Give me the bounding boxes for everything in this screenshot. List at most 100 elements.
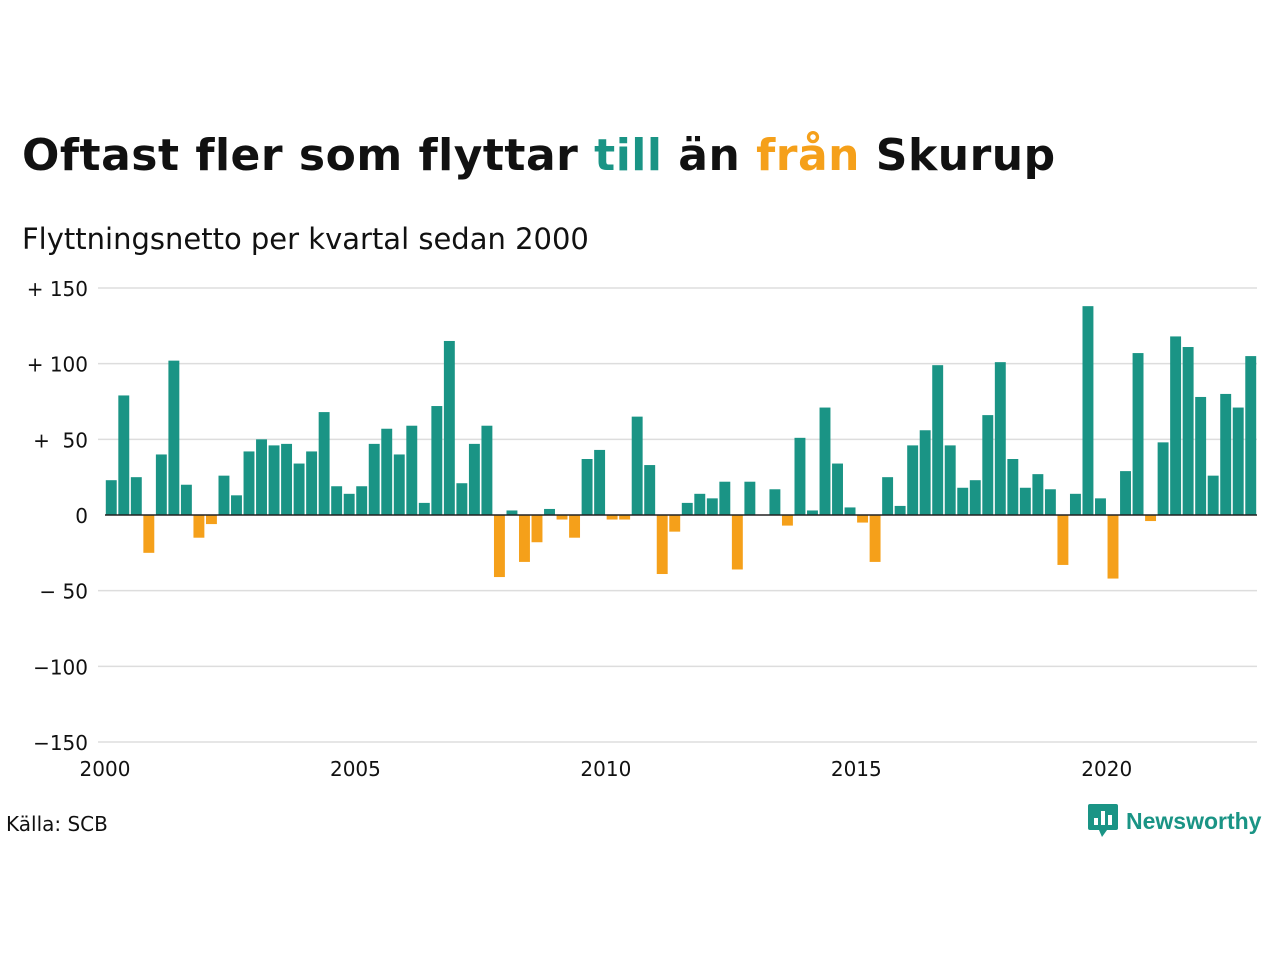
bar <box>180 484 192 515</box>
bar <box>1157 442 1169 515</box>
bar <box>1044 489 1056 515</box>
bar <box>894 505 906 515</box>
bar <box>807 510 818 515</box>
bar <box>569 515 581 538</box>
y-tick-label: 0 <box>75 504 88 528</box>
bar <box>932 365 944 515</box>
bar <box>731 515 743 570</box>
bar <box>719 481 731 515</box>
bar <box>531 515 543 543</box>
bar <box>431 406 443 515</box>
bar <box>544 508 555 515</box>
bar <box>656 515 668 575</box>
title-till: till <box>594 130 663 181</box>
bar <box>205 515 217 525</box>
newsworthy-chart-bubble-icon <box>1088 804 1118 837</box>
x-tick-label: 2015 <box>831 757 882 781</box>
bar <box>919 430 931 515</box>
bar <box>706 498 718 515</box>
y-tick-label: − 50 <box>39 580 88 604</box>
bar <box>481 425 493 515</box>
bar <box>118 395 130 515</box>
bar <box>594 449 606 515</box>
bar <box>1069 493 1081 515</box>
bar <box>982 415 994 515</box>
bar <box>443 340 455 515</box>
source-note: Källa: SCB <box>6 812 108 836</box>
bar <box>193 515 205 538</box>
bar <box>769 489 781 515</box>
bar <box>1182 347 1194 515</box>
bar <box>1019 487 1031 515</box>
bar <box>1170 336 1182 515</box>
bar <box>1007 459 1019 515</box>
bar <box>243 451 255 515</box>
bar <box>130 477 142 515</box>
bar <box>882 477 894 515</box>
bar <box>256 439 267 515</box>
x-tick-label: 2010 <box>580 757 631 781</box>
bar <box>1057 515 1069 565</box>
bar <box>869 515 881 562</box>
bar <box>468 443 480 515</box>
bar <box>1207 475 1219 515</box>
bar <box>556 515 568 520</box>
bar <box>293 463 305 515</box>
bar <box>168 360 180 515</box>
bar <box>631 416 643 515</box>
x-tick-label: 2020 <box>1081 757 1132 781</box>
bar <box>1220 393 1232 515</box>
brand-name: Newsworthy <box>1126 807 1262 834</box>
bar <box>844 507 856 515</box>
bar <box>318 412 330 515</box>
bar <box>1132 353 1144 515</box>
bar <box>606 515 618 520</box>
bar <box>1095 498 1106 515</box>
bar <box>231 495 242 515</box>
y-tick-label: −150 <box>33 731 88 755</box>
y-tick-label: + 100 <box>27 353 88 377</box>
bar <box>907 445 919 515</box>
bar <box>832 463 843 515</box>
chart-title: Oftast fler som flyttar till än från Sku… <box>22 130 1056 181</box>
bar <box>681 502 693 515</box>
newsworthy-logo: Newsworthy <box>1088 804 1261 838</box>
chart-subtitle: Flyttningsnetto per kvartal sedan 2000 <box>22 222 589 256</box>
bar <box>406 425 418 515</box>
bar <box>794 437 806 515</box>
bar <box>669 515 681 532</box>
bar <box>418 502 430 515</box>
y-tick-label: + 150 <box>27 277 88 301</box>
bar <box>155 454 167 515</box>
bar <box>368 443 380 515</box>
bar <box>143 515 155 553</box>
title-fran: från <box>756 130 860 181</box>
bar <box>1082 306 1094 515</box>
bar <box>969 480 981 515</box>
x-tick-label: 2005 <box>330 757 381 781</box>
bar <box>619 515 631 520</box>
bar <box>1245 356 1257 515</box>
bar <box>268 445 280 515</box>
bar <box>744 481 756 515</box>
bar <box>456 483 468 515</box>
bar <box>493 515 505 578</box>
bar <box>393 454 405 515</box>
bar <box>581 459 593 515</box>
bar <box>381 428 393 515</box>
y-tick-label: −100 <box>33 655 88 679</box>
bar <box>944 445 956 515</box>
bar <box>281 443 293 515</box>
bar <box>1120 471 1131 515</box>
bar <box>819 407 831 515</box>
bar <box>331 486 343 515</box>
bar <box>356 486 368 515</box>
bar <box>1195 396 1207 515</box>
bar <box>306 451 318 515</box>
bar <box>781 515 793 526</box>
bar <box>218 475 230 515</box>
bar <box>957 487 969 515</box>
bar <box>343 493 355 515</box>
bar <box>1232 407 1244 515</box>
